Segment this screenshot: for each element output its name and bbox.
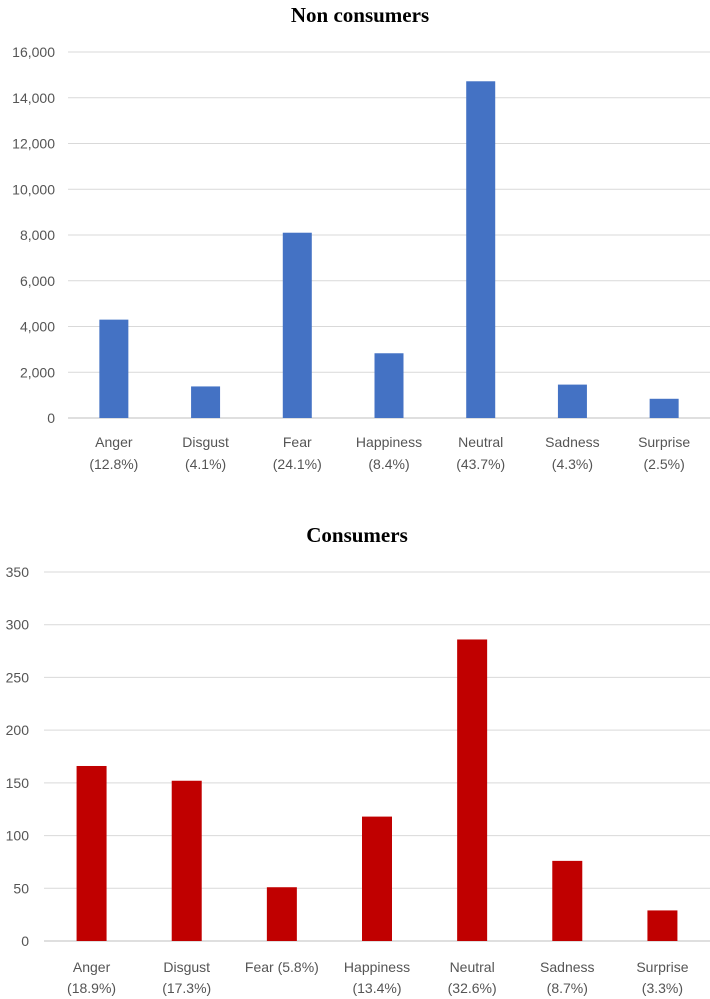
category-sublabel: (18.9%) [67,980,116,996]
bar-fear [282,232,312,418]
chart-non-consumers: Non consumers 0 2,000 4,000 6,000 8,000 10,00… [12,3,710,472]
y-tick-label: 12,000 [12,136,55,152]
category-sublabel: (8.4%) [368,456,409,472]
category-sublabel: (12.8%) [89,456,138,472]
y-tick-label: 50 [13,880,29,896]
bar-happiness [362,816,392,941]
y-tick-label: 0 [21,933,29,949]
y-tick-label: 6,000 [20,273,55,289]
bar-anger [76,765,107,941]
y-tick-label: 0 [47,410,55,426]
category-label: Disgust [182,434,229,450]
category-label: Fear (5.8%) [245,959,319,975]
chart-consumers-svg: Consumers 0 50 100 150 200 250 300 350 Anger (18.… [6,523,710,996]
y-tick-label: 300 [6,617,30,633]
category-sublabel: (32.6%) [448,980,497,996]
category-sublabel: (3.3%) [642,980,683,996]
y-tick-label: 10,000 [12,181,55,197]
category-label: Sadness [540,959,594,975]
category-label: Disgust [163,959,210,975]
category-label: Anger [95,434,133,450]
chart-title: Consumers [306,523,408,547]
category-sublabel: (2.5%) [644,456,685,472]
category-label: Neutral [450,959,495,975]
bar-neutral [466,81,496,418]
bar-anger [99,319,129,418]
y-tick-label: 4,000 [20,319,55,335]
bar-sadness [552,860,583,941]
category-sublabel: (4.3%) [552,456,593,472]
category-label: Surprise [636,959,688,975]
category-label: Happiness [344,959,410,975]
bar-surprise [647,910,678,941]
category-sublabel: (43.7%) [456,456,505,472]
y-tick-label: 14,000 [12,90,55,106]
chart-title: Non consumers [291,3,429,27]
bar-surprise [649,398,679,418]
category-label: Neutral [458,434,503,450]
bar-happiness [374,353,404,418]
chart-non-consumers-svg: Non consumers 0 2,000 4,000 6,000 8,000 10,00… [12,3,710,472]
y-tick-label: 100 [6,828,30,844]
y-tick-label: 250 [6,669,30,685]
y-tick-label: 350 [6,564,30,580]
y-tick-label: 200 [6,722,30,738]
y-tick-label: 2,000 [20,364,55,380]
y-tick-label: 16,000 [12,44,55,60]
bar-sadness [557,384,587,418]
category-label: Happiness [356,434,422,450]
bar-neutral [457,639,488,941]
category-sublabel: (17.3%) [162,980,211,996]
bar-disgust [171,780,202,941]
category-label: Anger [73,959,111,975]
category-label: Fear [283,434,312,450]
category-sublabel: (8.7%) [547,980,588,996]
category-label: Surprise [638,434,690,450]
category-sublabel: (24.1%) [273,456,322,472]
category-label: Sadness [545,434,599,450]
category-sublabel: (4.1%) [185,456,226,472]
bar-fear [266,887,297,941]
y-tick-label: 150 [6,775,30,791]
y-tick-label: 8,000 [20,227,55,243]
bar-disgust [191,386,221,418]
chart-consumers: Consumers 0 50 100 150 200 250 300 350 Anger (18.… [0,515,710,999]
category-sublabel: (13.4%) [352,980,401,996]
